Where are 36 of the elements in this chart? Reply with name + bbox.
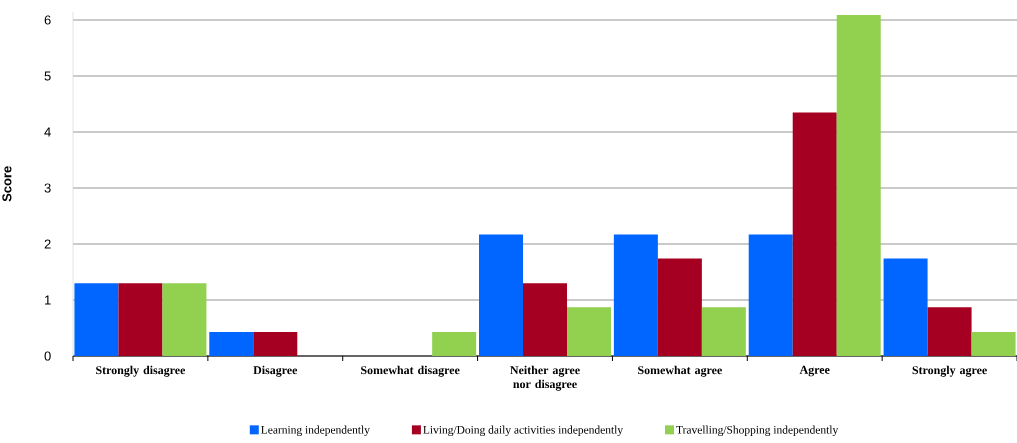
y-tick-label: 3 bbox=[44, 183, 51, 193]
y-tick-label: 1 bbox=[45, 295, 51, 305]
bar bbox=[883, 258, 928, 356]
bar bbox=[162, 283, 207, 356]
bar bbox=[74, 283, 119, 356]
bar bbox=[971, 331, 1016, 356]
bar bbox=[836, 14, 881, 356]
legend-label: Learning independently bbox=[261, 425, 370, 437]
bar bbox=[792, 112, 837, 356]
y-tick-label: 4 bbox=[44, 127, 51, 137]
x-tick-label: Somewhat agree bbox=[638, 365, 722, 377]
bar bbox=[432, 331, 477, 356]
x-tick-label: Neither agree nor disagree bbox=[510, 365, 580, 391]
x-tick-label: Agree bbox=[799, 365, 830, 377]
bar bbox=[701, 307, 746, 356]
bar bbox=[567, 307, 611, 356]
y-tick-label: 6 bbox=[44, 15, 51, 25]
x-tick-label: Somewhat disagree bbox=[361, 365, 460, 377]
legend-label: Travelling/Shopping independently bbox=[676, 425, 839, 437]
bar bbox=[657, 258, 702, 356]
bar bbox=[523, 283, 567, 356]
bar bbox=[748, 234, 793, 356]
y-tick-label: 0 bbox=[44, 351, 51, 361]
bar bbox=[613, 234, 658, 356]
bar bbox=[479, 234, 523, 356]
x-tick-label: Strongly disagree bbox=[96, 365, 186, 377]
y-tick-label: 5 bbox=[44, 71, 51, 81]
x-tick-label: Disagree bbox=[253, 365, 298, 377]
bar bbox=[118, 283, 163, 356]
x-tick-label: Strongly agree bbox=[912, 365, 987, 377]
bar bbox=[253, 331, 298, 356]
bar bbox=[209, 331, 254, 356]
legend-label: Living/Doing daily activities independently bbox=[423, 425, 624, 437]
y-axis-title: Score bbox=[2, 166, 12, 202]
y-tick-label: 2 bbox=[44, 239, 51, 249]
bar bbox=[927, 307, 972, 356]
